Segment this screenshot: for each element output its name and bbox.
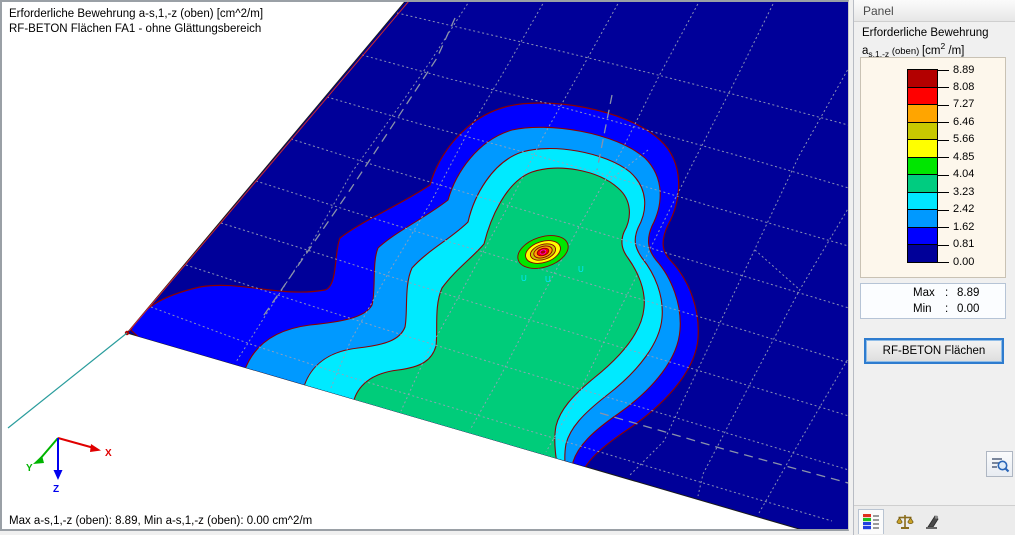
factors-tab[interactable] (892, 509, 918, 534)
legend-heading: Erforderliche Bewehrung (862, 27, 989, 39)
control-panel: Panel Erforderliche Bewehrung as,1,-z (o… (853, 0, 1015, 535)
contour-plot: U U U X Y (7, 2, 848, 529)
mesh-dashed-lines (261, 17, 848, 485)
legend-value: 8.08 (953, 80, 975, 93)
z-axis-label: Z (53, 484, 59, 495)
legend-color-cell (908, 87, 937, 106)
rf-beton-flaechen-button[interactable]: RF-BETON Flächen (864, 338, 1004, 364)
legend-color-cell (908, 105, 937, 123)
symbol-sub: s,1,-z (868, 49, 890, 60)
legend-color-cell (908, 157, 937, 176)
legend-color-cell (908, 210, 937, 228)
unit-sup: 2 (940, 41, 946, 51)
legend-value: 0.81 (953, 238, 975, 251)
result-description: Erforderliche Bewehrung a-s,1,-z (oben) … (9, 7, 263, 37)
legend-tick (937, 174, 949, 176)
legend-color-cell (908, 122, 937, 141)
legend-symbol: as,1,-z (oben) [cm2 /m] (862, 41, 964, 59)
display-properties-button[interactable] (986, 451, 1013, 477)
fe-mesh (150, 2, 848, 522)
legend-value: 7.27 (953, 98, 975, 111)
unit-open: [cm (921, 44, 941, 57)
legend-tick (937, 122, 949, 124)
result-description-line2: RF-BETON Flächen FA1 - ohne Glättungsber… (9, 23, 262, 35)
legend-value: 4.04 (953, 168, 975, 181)
legend-value: 0.00 (953, 255, 975, 268)
panel-titlebar[interactable]: Panel (854, 0, 1015, 22)
plate-edge-highlight (128, 2, 409, 332)
max-value: 8.89 (957, 287, 980, 299)
extremes-box: Max : 8.89 Min : 0.00 (860, 283, 1006, 319)
min-label: Min (913, 303, 932, 315)
coordinate-axes: X Y Z (26, 437, 112, 495)
legend-tick (937, 192, 949, 194)
legend-value: 6.46 (953, 115, 975, 128)
legend-tick (937, 157, 949, 159)
legend-tick (937, 70, 949, 71)
legend-value: 1.62 (953, 220, 975, 233)
legend-color-cell (908, 227, 937, 246)
legend-tick (937, 104, 949, 106)
svg-text:U: U (521, 274, 527, 283)
legend-tick (937, 209, 949, 211)
balance-scale-icon (896, 515, 914, 529)
svg-text:U: U (545, 275, 551, 284)
legend-color-cell (908, 192, 937, 211)
max-value-hotspot (517, 235, 569, 269)
legend-tick (937, 262, 949, 263)
color-scale-legend[interactable]: 8.89 8.08 7.27 6.46 5.66 4.85 4.04 3.23 2.42 1.62… (860, 57, 1006, 278)
legend-tick (937, 87, 949, 89)
guide-line (7, 332, 128, 429)
legend-tick (937, 244, 949, 246)
legend-value: 2.42 (953, 203, 975, 216)
legend-color-cell (908, 140, 937, 158)
legend-tick (937, 227, 949, 229)
unit-close: /m] (945, 44, 965, 57)
filter-icon (926, 515, 939, 529)
max-label: Max (913, 287, 935, 299)
color-scale-icon (863, 514, 879, 530)
model-canvas[interactable]: U U U X Y (0, 0, 849, 531)
node-labels: U U U (521, 265, 584, 284)
graphics-viewport[interactable]: U U U X Y (0, 0, 851, 535)
legend-color-cell (908, 245, 937, 263)
panel-title: Panel (863, 4, 894, 18)
legend-tick (937, 139, 949, 141)
x-axis-label: X (105, 448, 112, 459)
result-description-line1: Erforderliche Bewehrung a-s,1,-z (oben) … (9, 8, 264, 20)
legend-value: 8.89 (953, 63, 975, 76)
svg-text:U: U (578, 265, 584, 274)
symbol-base: a (862, 44, 869, 57)
result-extremes-text: Max a-s,1,-z (oben): 8.89, Min a-s,1,-z … (9, 515, 313, 527)
legend-value: 5.66 (953, 133, 975, 146)
filter-tab[interactable] (920, 509, 946, 534)
symbol-suffix: (oben) (889, 45, 922, 57)
magnifier-list-icon (992, 458, 1010, 473)
panel-tabbar (854, 505, 1015, 535)
y-axis-label: Y (26, 463, 33, 474)
legend-color-cell (908, 70, 937, 88)
legend-value: 4.85 (953, 150, 975, 163)
legend-value: 3.23 (953, 185, 975, 198)
legend-color-cell (908, 175, 937, 193)
color-scale-tab[interactable] (858, 509, 884, 534)
min-value: 0.00 (957, 303, 980, 315)
legend-color-bar (907, 69, 938, 263)
